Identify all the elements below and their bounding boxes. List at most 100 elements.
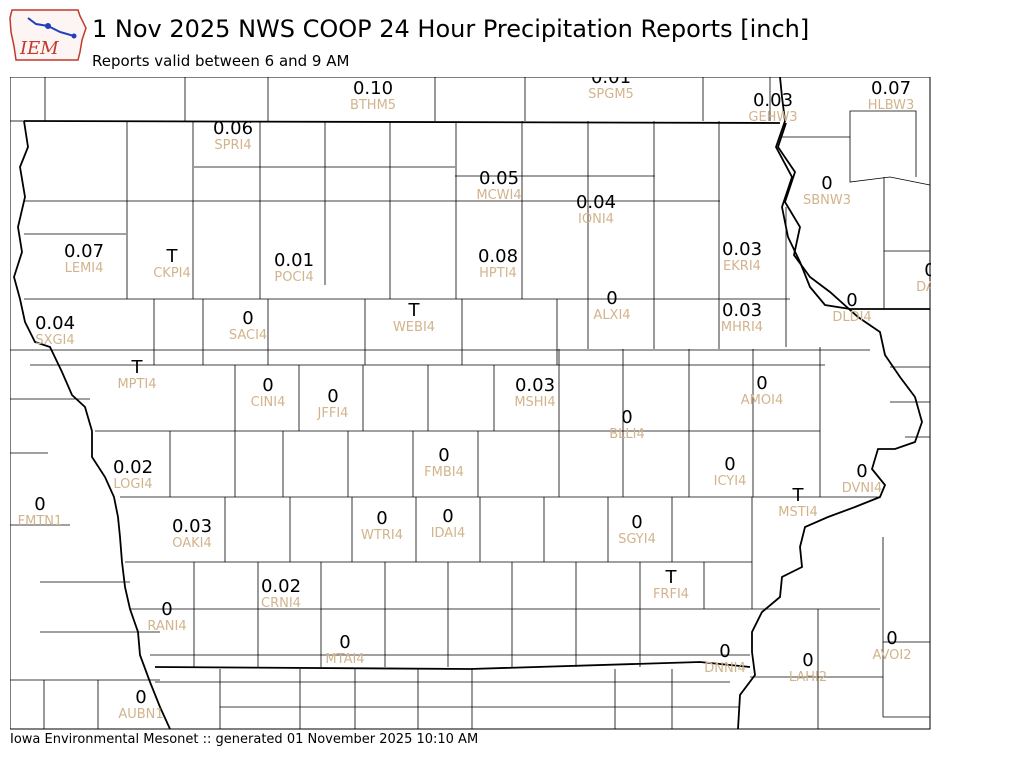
- station-id-label: MHRI4: [721, 320, 763, 335]
- station-id-label: SGYI4: [618, 532, 656, 547]
- station-id-label: IDAI4: [431, 526, 466, 541]
- precip-value: 0.03: [722, 300, 762, 321]
- precip-value: 0.07: [871, 78, 911, 99]
- station-id-label: DLDI4: [832, 310, 871, 325]
- precip-value: 0: [924, 260, 931, 281]
- precip-value: 0: [135, 687, 146, 708]
- station-id-label: LAHI2: [789, 670, 827, 685]
- precip-value: 0: [886, 628, 897, 649]
- precip-value: 0.01: [274, 250, 314, 271]
- page-subtitle: Reports valid between 6 and 9 AM: [92, 52, 350, 70]
- station-id-label: POCI4: [274, 270, 313, 285]
- station-id-label: FRFI4: [653, 587, 689, 602]
- precip-value: 0.03: [753, 90, 793, 111]
- station-id-label: GEHW3: [748, 110, 797, 125]
- iowa-state-outline-icon: IEM: [9, 9, 87, 61]
- logo-text: IEM: [19, 38, 59, 59]
- precip-value: 0: [34, 494, 45, 515]
- precip-value: 0.06: [213, 118, 253, 139]
- precip-value: 0: [631, 512, 642, 533]
- station-id-label: SXGI4: [35, 333, 74, 348]
- precip-value: 0.02: [261, 576, 301, 597]
- station-id-label: HLBW3: [868, 98, 915, 113]
- station-id-label: FMTN1: [18, 514, 63, 529]
- station-id-label: DVNI4: [842, 481, 883, 496]
- station-id-label: FMBI4: [424, 465, 464, 480]
- station-id-label: SBNW3: [803, 193, 851, 208]
- precip-value: 0: [724, 454, 735, 475]
- station-id-label: BLLI4: [609, 427, 645, 442]
- station-id-label: SPGM5: [588, 87, 634, 102]
- station-id-label: AVOI2: [872, 648, 911, 663]
- precipitation-map: 0.10 BTHM5 0.01 SPGM5 0.03 GEHW3 0.07 HLBW3 0.06…: [10, 77, 931, 730]
- station-id-label: WTRI4: [361, 528, 403, 543]
- precip-value: 0: [161, 599, 172, 620]
- precip-value: 0.08: [478, 246, 518, 267]
- precip-value: 0: [242, 308, 253, 329]
- precip-value: 0: [846, 290, 857, 311]
- station-id-label: EKRI4: [723, 259, 761, 274]
- station-id-label: JFFI4: [317, 406, 349, 421]
- page-title: 1 Nov 2025 NWS COOP 24 Hour Precipitatio…: [92, 15, 810, 43]
- precip-value: 0.04: [576, 192, 616, 213]
- station-id-label: OAKI4: [172, 536, 212, 551]
- precip-value: T: [131, 357, 144, 378]
- precip-value: 0: [821, 173, 832, 194]
- precip-value: 0: [719, 641, 730, 662]
- station-id-label: MPTI4: [117, 377, 156, 392]
- precip-value: 0.04: [35, 313, 75, 334]
- station-id-label: CRNI4: [261, 596, 301, 611]
- precip-value: 0.01: [591, 77, 631, 88]
- precip-value: 0.02: [113, 457, 153, 478]
- station-id-label: CINI4: [251, 395, 286, 410]
- precip-value: 0: [376, 508, 387, 529]
- station-id-label: HPTI4: [479, 266, 517, 281]
- precip-value: 0: [802, 650, 813, 671]
- station-id-label: MTAI4: [325, 652, 364, 667]
- precip-value: 0: [339, 632, 350, 653]
- precip-value: 0: [442, 506, 453, 527]
- precip-value: 0.05: [479, 168, 519, 189]
- precip-value: 0.03: [172, 516, 212, 537]
- station-id-label: CKPI4: [153, 266, 191, 281]
- precip-value: 0: [438, 445, 449, 466]
- station-id-label: IONI4: [578, 212, 614, 227]
- station-id-label: LEMI4: [65, 261, 104, 276]
- station-id-label: WEBI4: [393, 320, 435, 335]
- precip-value: 0: [262, 375, 273, 396]
- map-frame: [10, 77, 931, 730]
- station-id-label: ICYI4: [714, 474, 747, 489]
